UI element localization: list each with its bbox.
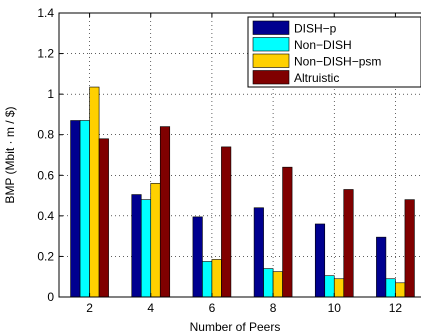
- y-tick-label: 0.2: [37, 249, 54, 263]
- x-tick-label: 6: [209, 301, 216, 315]
- bar: [395, 282, 406, 298]
- bar: [282, 166, 293, 298]
- bars: [70, 86, 415, 298]
- legend-swatch: [252, 37, 290, 52]
- bar: [159, 126, 171, 298]
- x-tick-label: 2: [86, 301, 93, 315]
- y-tick-label: 1: [47, 87, 54, 101]
- legend-label: DISH−p: [294, 22, 337, 36]
- legend-swatch: [252, 20, 290, 35]
- bar: [263, 268, 274, 298]
- legend-label: Altruistic: [294, 71, 339, 85]
- bar: [131, 194, 142, 298]
- bar: [253, 207, 264, 298]
- y-tick-labels: 0 0.2 0.4 0.6 0.8 1 1.2 1.4: [37, 6, 54, 304]
- x-tick-labels: 2 4 6 8 10 12: [86, 301, 402, 315]
- bar: [202, 261, 213, 298]
- y-tick-label: 0: [47, 290, 54, 304]
- bar: [333, 278, 345, 298]
- bar: [221, 146, 232, 298]
- y-tick-label: 0.8: [37, 128, 54, 142]
- x-tick-label: 12: [389, 301, 403, 315]
- bar: [70, 120, 81, 298]
- y-tick-label: 1.2: [37, 47, 54, 61]
- legend-swatch: [252, 70, 290, 85]
- bar: [314, 223, 326, 298]
- plot-frame: [58, 12, 421, 298]
- bar: [343, 189, 354, 298]
- legend: DISH−p Non−DISH Non−DISH−psm Altruistic: [247, 16, 421, 88]
- y-tick-label: 0.4: [37, 209, 54, 223]
- bar: [272, 271, 283, 298]
- bar: [324, 275, 335, 298]
- bar: [376, 236, 387, 298]
- y-tick-label: 1.4: [37, 6, 54, 20]
- axis-ticks: [59, 12, 396, 298]
- x-tick-label: 8: [270, 301, 277, 315]
- y-tick-label: 0.6: [37, 168, 54, 182]
- bar: [404, 199, 415, 298]
- bar: [150, 183, 161, 298]
- bar: [211, 259, 222, 298]
- legend-label: Non−DISH−psm: [294, 55, 381, 69]
- bar: [140, 199, 152, 298]
- x-tick-label: 4: [147, 301, 154, 315]
- bar: [98, 138, 109, 298]
- bar: [89, 86, 100, 298]
- bar: [79, 120, 90, 298]
- x-tick-label: 10: [328, 301, 342, 315]
- y-axis-title: BMP (Mbit · m / $): [3, 106, 17, 203]
- bar: [385, 278, 396, 298]
- x-axis-title: Number of Peers: [190, 320, 281, 334]
- bar: [192, 216, 203, 298]
- legend-swatch: [252, 53, 290, 68]
- legend-label: Non−DISH: [294, 38, 352, 52]
